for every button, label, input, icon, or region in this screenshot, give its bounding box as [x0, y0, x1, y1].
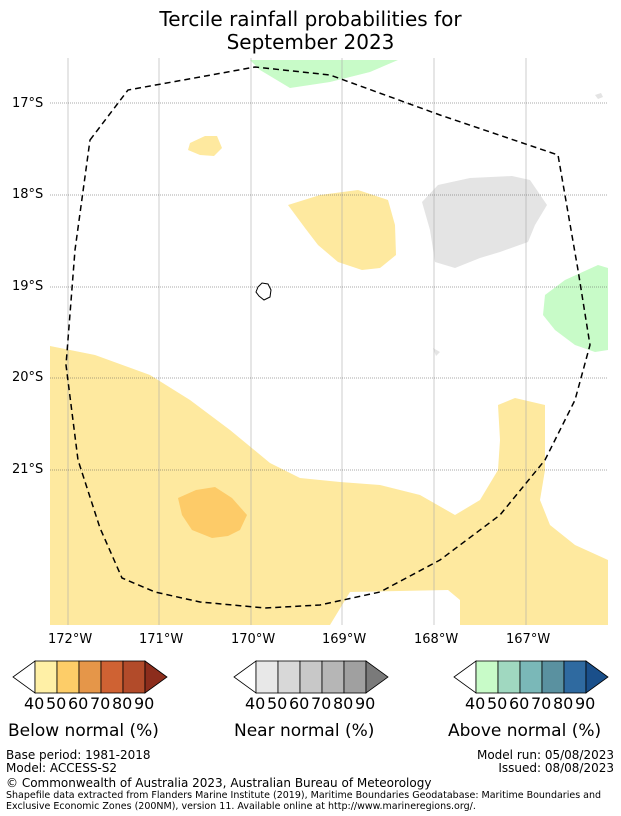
- colorbar-segment: [475, 660, 499, 694]
- colorbar-tick-label: 70: [90, 694, 111, 713]
- lon-label-170w: 170°W: [231, 632, 276, 647]
- legend-colorbars: [12, 660, 609, 694]
- colorbar-low-extend: [233, 660, 257, 694]
- map-title-line-2: September 2023: [226, 30, 395, 54]
- near-normal-colorbar: [233, 660, 389, 694]
- model-run-date: Model run: 05/08/2023: [476, 748, 614, 762]
- colorbar-segment: [343, 660, 367, 694]
- copyright: © Commonwealth of Australia 2023, Austra…: [6, 776, 432, 790]
- colorbar-tick-label: 90: [575, 694, 596, 713]
- colorbar-segment: [78, 660, 102, 694]
- lon-label-171w: 171°W: [139, 632, 184, 647]
- model-name: Model: ACCESS-S2: [6, 761, 118, 775]
- colorbar-tick-label: 60: [289, 694, 310, 713]
- below-normal-area-higher: [178, 487, 247, 538]
- colorbar-tick-label: 70: [531, 694, 552, 713]
- near-normal-label: Near normal (%): [234, 721, 375, 741]
- niue-island: [255, 282, 272, 301]
- near-normal-area: [422, 176, 547, 268]
- above-normal-label: Above normal (%): [448, 721, 602, 741]
- colorbar-tick-label: 60: [509, 694, 530, 713]
- colorbar-low-extend: [12, 660, 36, 694]
- colorbar-tick-label: 60: [68, 694, 89, 713]
- colorbar-high-extend: [585, 660, 609, 694]
- lon-label-167w: 167°W: [506, 632, 551, 647]
- colorbar-tick-label: 80: [553, 694, 574, 713]
- colorbar-tick-label: 40: [245, 694, 266, 713]
- issued-date: Issued: 08/08/2023: [498, 761, 614, 775]
- colorbar-segment: [122, 660, 146, 694]
- colorbar-segment: [563, 660, 587, 694]
- colorbar-tick-label: 90: [134, 694, 155, 713]
- colorbar-segment: [255, 660, 279, 694]
- shapefile-credit-line-1: Shapefile data extracted from Flanders M…: [6, 790, 602, 801]
- colorbar-tick-label: 40: [24, 694, 45, 713]
- shapefile-credit-line-2: Exclusive Economic Zones (200NM), versio…: [6, 801, 476, 812]
- below-normal-area-south: [50, 346, 608, 625]
- lat-label-20s: 20°S: [12, 370, 44, 385]
- above-normal-colorbar: [453, 660, 609, 694]
- lon-label-172w: 172°W: [48, 632, 93, 647]
- colorbar-tick-label: 50: [46, 694, 67, 713]
- colorbar-high-extend: [365, 660, 389, 694]
- colorbar-segment: [519, 660, 543, 694]
- lon-label-169w: 169°W: [322, 632, 367, 647]
- colorbar-tick-label: 70: [311, 694, 332, 713]
- near-normal-speck: [433, 348, 440, 356]
- colorbar-segment: [321, 660, 345, 694]
- colorbar-tick-label: 50: [487, 694, 508, 713]
- colorbar-segment: [299, 660, 323, 694]
- colorbar-tick-label: 90: [355, 694, 376, 713]
- colorbar-segment: [497, 660, 521, 694]
- colorbar-segment: [34, 660, 58, 694]
- below-normal-area-north: [188, 136, 222, 156]
- map-title-line-1: Tercile rainfall probabilities for: [159, 7, 462, 31]
- lon-label-168w: 168°W: [414, 632, 459, 647]
- colorbar-tick-label: 40: [465, 694, 486, 713]
- lat-label-21s: 21°S: [12, 462, 44, 477]
- colorbar-segment: [541, 660, 565, 694]
- colorbar-low-extend: [453, 660, 477, 694]
- below-normal-colorbar: [12, 660, 168, 694]
- above-normal-speck: [595, 93, 603, 99]
- colorbar-segment: [277, 660, 301, 694]
- colorbar-segment: [56, 660, 80, 694]
- below-normal-label: Below normal (%): [8, 721, 159, 741]
- lat-label-17s: 17°S: [12, 96, 44, 111]
- colorbar-tick-label: 80: [333, 694, 354, 713]
- above-normal-area-east: [543, 265, 608, 352]
- base-period: Base period: 1981-2018: [6, 748, 151, 762]
- eez-boundary: [65, 66, 591, 609]
- lat-label-19s: 19°S: [12, 279, 44, 294]
- lat-label-18s: 18°S: [12, 187, 44, 202]
- colorbar-tick-label: 50: [267, 694, 288, 713]
- colorbar-tick-label: 80: [112, 694, 133, 713]
- map-gridlines: [50, 58, 608, 625]
- colorbar-high-extend: [144, 660, 168, 694]
- colorbar-segment: [100, 660, 124, 694]
